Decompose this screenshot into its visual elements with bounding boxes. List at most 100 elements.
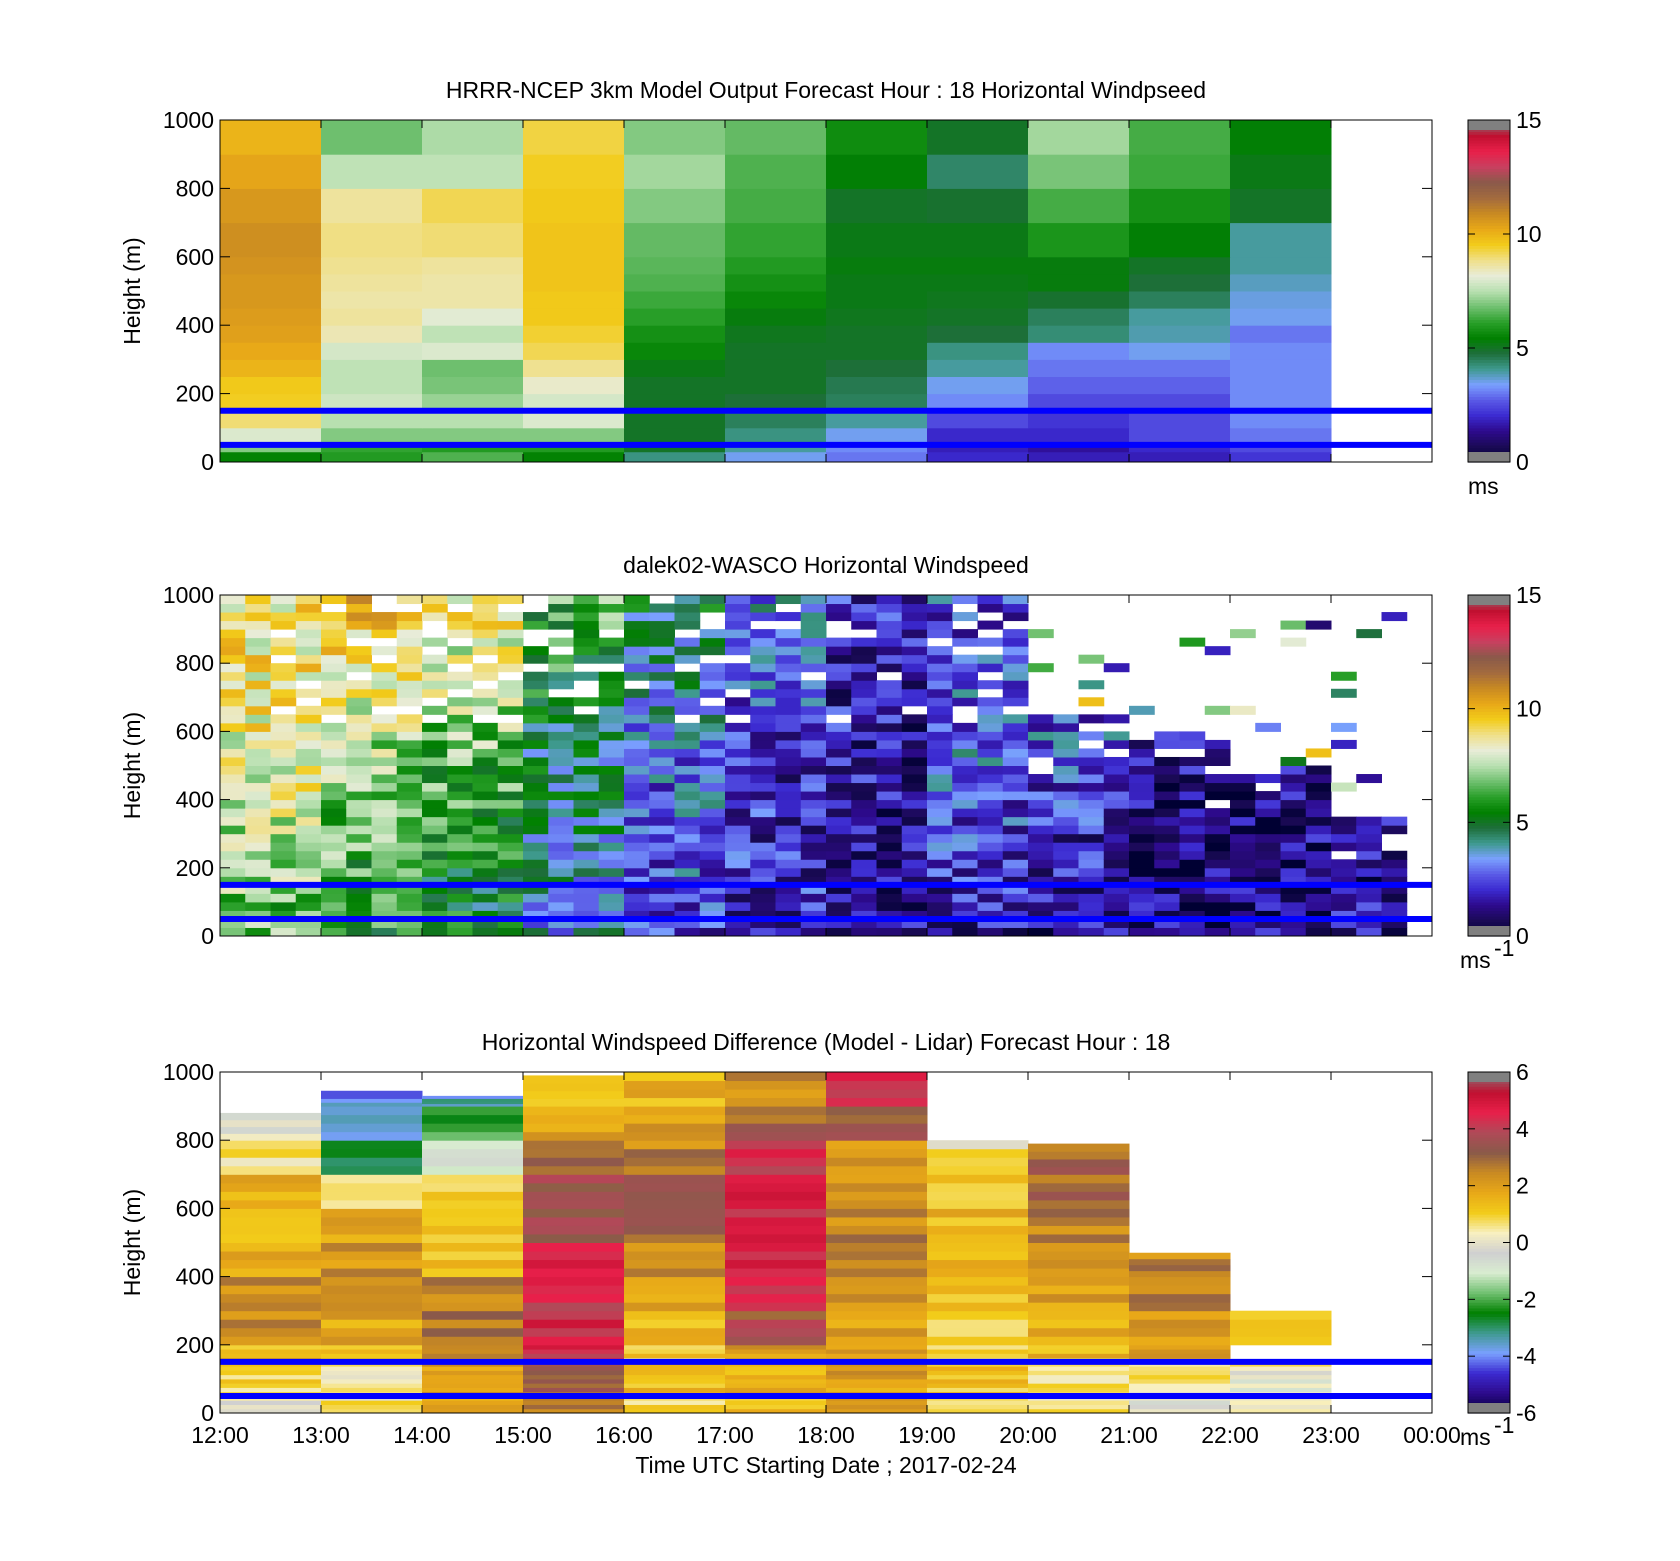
heatmap-cell <box>472 850 499 860</box>
heatmap-cell <box>523 1285 625 1295</box>
colorbar-swatch <box>1468 159 1510 164</box>
heatmap-cell <box>396 765 423 775</box>
heatmap-cell <box>422 1285 524 1295</box>
heatmap-cell <box>447 893 473 903</box>
heatmap-cell <box>548 901 574 911</box>
heatmap-cell <box>1028 918 1054 928</box>
heatmap-cell <box>447 825 473 835</box>
heatmap-cell <box>422 842 448 852</box>
heatmap-cell <box>876 637 903 647</box>
heatmap-cell <box>270 833 297 843</box>
heatmap-cell <box>624 910 650 920</box>
heatmap-cell <box>725 1148 827 1158</box>
heatmap-cell <box>220 603 246 613</box>
heatmap-cell <box>598 918 625 928</box>
heatmap-cell <box>295 859 322 869</box>
heatmap-cell <box>750 884 776 894</box>
heatmap-cell <box>1053 842 1079 852</box>
heatmap-cell <box>422 1140 524 1150</box>
heatmap-cell <box>573 782 600 792</box>
heatmap-cell <box>1154 876 1180 886</box>
heatmap-cell <box>725 629 751 639</box>
heatmap-cell <box>725 273 827 292</box>
heatmap-cell <box>977 663 1004 673</box>
heatmap-cell <box>321 833 347 843</box>
heatmap-cell <box>750 825 776 835</box>
heatmap-cell <box>371 825 398 835</box>
heatmap-cell <box>649 816 675 826</box>
heatmap-cell <box>422 188 524 224</box>
heatmap-cell <box>220 1370 322 1376</box>
colorbar-swatch <box>1468 680 1510 684</box>
heatmap-cell <box>270 799 297 809</box>
heatmap-cell <box>775 714 802 724</box>
heatmap-cell <box>295 816 322 826</box>
heatmap-cell <box>1002 654 1029 664</box>
heatmap-cell <box>1381 910 1408 920</box>
heatmap-cell <box>295 918 322 928</box>
heatmap-cell <box>800 612 827 622</box>
heatmap-cell <box>624 799 650 809</box>
heatmap-cell <box>649 893 675 903</box>
heatmap-cell <box>624 427 726 442</box>
heatmap-cell <box>422 927 448 936</box>
colorbar-swatch <box>1468 439 1510 443</box>
colorbar-swatch <box>1468 1322 1510 1326</box>
heatmap-cell <box>1204 782 1231 792</box>
heatmap-cell <box>245 612 271 622</box>
heatmap-cell <box>523 739 549 749</box>
heatmap-cell <box>725 1302 827 1312</box>
heatmap-cell <box>321 1276 423 1286</box>
colorbar-swatch <box>1468 754 1510 758</box>
colorbar-swatch <box>1468 708 1510 713</box>
heatmap-cell <box>699 859 726 869</box>
heatmap-cell <box>346 688 372 698</box>
y-tick-label: 1000 <box>163 582 214 608</box>
colorbar-swatch <box>1468 720 1510 724</box>
heatmap-cell <box>826 1408 928 1413</box>
colorbar-swatch <box>1468 637 1510 642</box>
heatmap-cell <box>952 748 978 758</box>
heatmap-cell <box>371 714 398 724</box>
colorbar-swatch <box>1468 1370 1510 1374</box>
heatmap-cell <box>422 1387 524 1393</box>
heatmap-cell <box>270 688 297 698</box>
colorbar-swatch <box>1468 174 1510 178</box>
heatmap-cell <box>472 867 499 877</box>
heatmap-cell <box>826 1157 928 1167</box>
colorbar-swatch <box>1468 839 1510 843</box>
heatmap-cell <box>321 1344 423 1350</box>
heatmap-cell <box>371 629 398 639</box>
heatmap-cell <box>1356 859 1382 869</box>
heatmap-cell <box>295 629 322 639</box>
heatmap-cell <box>321 393 423 412</box>
heatmap-cell <box>927 120 1029 155</box>
heatmap-cell <box>295 867 322 877</box>
heatmap-cell <box>952 799 978 809</box>
heatmap-cell <box>851 765 877 775</box>
heatmap-cell <box>725 1097 827 1107</box>
heatmap-cell <box>851 612 877 622</box>
heatmap-cell <box>876 612 903 622</box>
heatmap-cell <box>1204 705 1231 715</box>
heatmap-cell <box>725 910 751 920</box>
heatmap-cell <box>775 697 802 707</box>
heatmap-cell <box>901 671 928 681</box>
heatmap-cell <box>750 654 776 664</box>
heatmap-cell <box>573 637 600 647</box>
heatmap-cell <box>346 595 372 605</box>
heatmap-cell <box>548 595 574 605</box>
heatmap-cell <box>1129 451 1231 462</box>
heatmap-cell <box>826 1353 928 1359</box>
heatmap-cell <box>1305 833 1332 843</box>
heatmap-cell <box>800 680 827 690</box>
heatmap-cell <box>1204 808 1231 818</box>
heatmap-cell <box>1204 910 1231 920</box>
heatmap-cell <box>725 612 751 622</box>
heatmap-cell <box>1230 1400 1332 1405</box>
heatmap-cell <box>321 1251 423 1261</box>
heatmap-cell <box>245 663 271 673</box>
heatmap-cell <box>750 697 776 707</box>
heatmap-cell <box>725 705 751 715</box>
heatmap-cell <box>826 1148 928 1158</box>
